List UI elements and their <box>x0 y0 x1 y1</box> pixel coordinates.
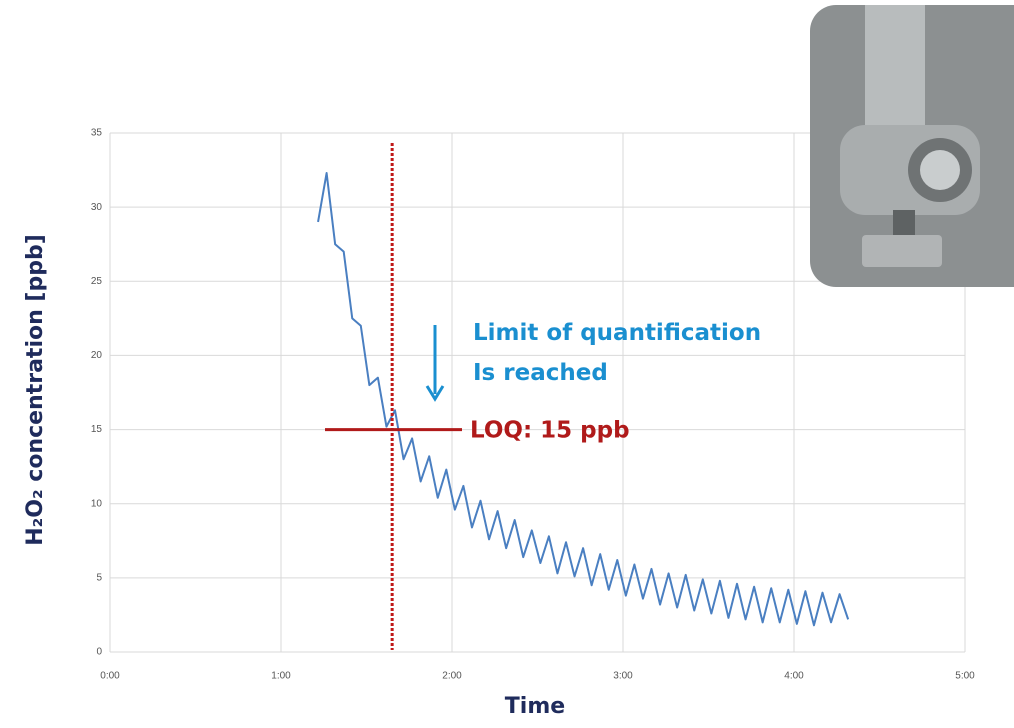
y-tick-label: 10 <box>91 498 103 509</box>
photo <box>810 5 1014 287</box>
x-tick-label: 0:00 <box>100 671 120 682</box>
y-tick-label: 0 <box>96 647 102 658</box>
y-tick-label: 30 <box>91 202 103 213</box>
x-tick-label: 1:00 <box>271 671 291 682</box>
annotation: Limit of quantification <box>473 320 761 346</box>
y-tick-label: 25 <box>91 276 103 287</box>
x-tick-label: 3:00 <box>613 671 633 682</box>
y-tick-label: 15 <box>91 424 103 435</box>
y-tick-label: 5 <box>96 572 102 583</box>
y-tick-label: 35 <box>91 128 103 139</box>
series-line <box>317 172 850 627</box>
y-axis-label: H₂O₂ concentration [ppb] <box>23 234 48 546</box>
x-tick-label: 5:00 <box>955 671 975 682</box>
annotation: LOQ: 15 ppb <box>470 418 630 444</box>
x-tick-label: 2:00 <box>442 671 462 682</box>
arrow-head <box>425 385 445 402</box>
x-tick-label: 4:00 <box>784 671 804 682</box>
y-tick-label: 20 <box>91 350 103 361</box>
x-axis-label: Time <box>505 694 565 719</box>
annotation: Is reached <box>473 360 608 386</box>
